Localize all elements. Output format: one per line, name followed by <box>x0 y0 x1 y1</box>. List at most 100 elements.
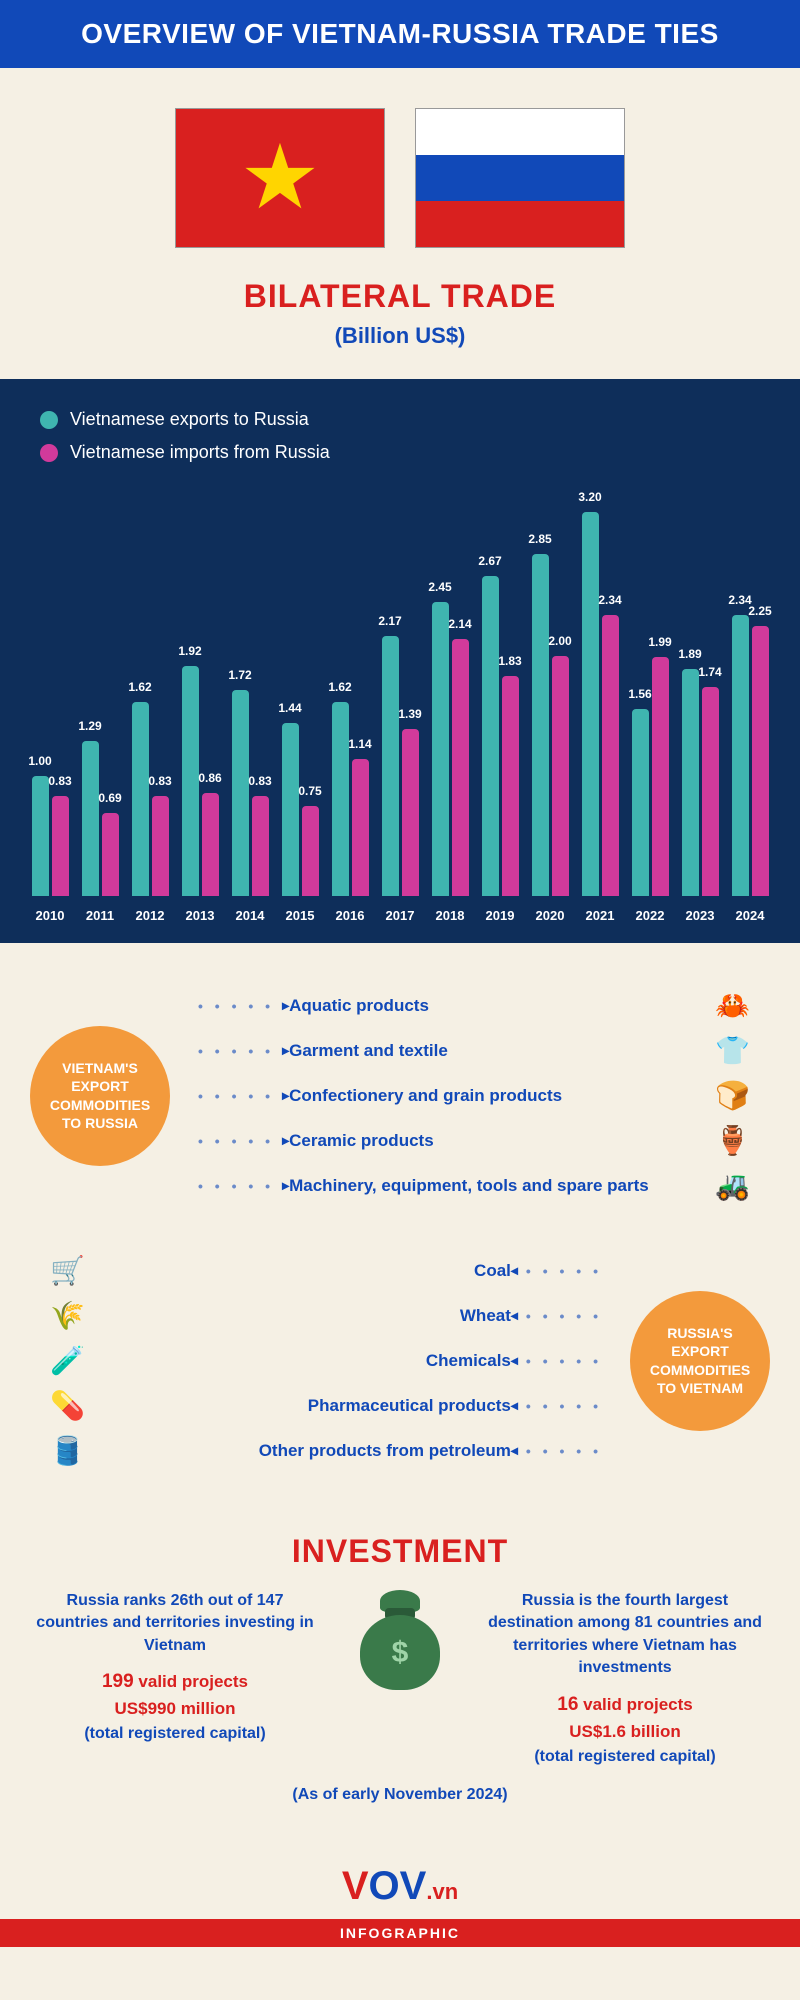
bars-area: 1.00 0.83 2010 1.29 0.69 2011 1.62 0.83 … <box>20 493 780 923</box>
invest-left-projects: 199 valid projects <box>30 1671 320 1693</box>
commodity-item: • • • • •▸Aquatic products🦀 <box>190 983 750 1028</box>
logo-v: V <box>342 1864 369 1908</box>
export-value: 1.72 <box>228 668 251 682</box>
commodity-item: 🧪Chemicals◂• • • • • <box>50 1338 610 1383</box>
chart-legend: Vietnamese exports to Russia Vietnamese i… <box>40 409 780 463</box>
arrow-icon: ◂ <box>511 1442 518 1459</box>
export-bar: 1.44 <box>282 723 299 896</box>
arrow-icon: ◂ <box>511 1397 518 1414</box>
invest-right-capital: US$1.6 billion <box>480 1722 770 1742</box>
commodity-label: Wheat <box>460 1306 511 1326</box>
import-value: 1.83 <box>498 654 521 668</box>
import-bar: 2.14 <box>452 639 469 896</box>
export-value: 1.92 <box>178 644 201 658</box>
star-icon: ★ <box>240 133 321 223</box>
commodity-icon: 🛢️ <box>50 1434 85 1467</box>
export-value: 1.56 <box>628 687 651 701</box>
export-bar: 1.62 <box>132 702 149 896</box>
export-bar: 1.56 <box>632 709 649 896</box>
commodity-item: 🛢️Other products from petroleum◂• • • • … <box>50 1428 610 1473</box>
import-bar: 2.34 <box>602 615 619 896</box>
year-group: 2.17 1.39 2017 <box>376 636 424 923</box>
year-group: 1.92 0.86 2013 <box>176 666 224 923</box>
year-label: 2015 <box>286 908 315 923</box>
ru-export-circle: RUSSIA'S EXPORT COMMODITIES TO VIETNAM <box>630 1291 770 1431</box>
export-value: 2.85 <box>528 532 551 546</box>
export-bar: 3.20 <box>582 512 599 896</box>
invest-left-plabel: valid projects <box>138 1672 248 1691</box>
import-value: 0.75 <box>298 784 321 798</box>
arrow-icon: ▸ <box>282 1087 289 1104</box>
import-value: 1.14 <box>348 737 371 751</box>
commodity-icon: 💊 <box>50 1389 85 1422</box>
year-label: 2022 <box>636 908 665 923</box>
export-value: 2.17 <box>378 614 401 628</box>
invest-left-capital: US$990 million <box>30 1699 320 1719</box>
logo-ov: OV <box>369 1864 427 1908</box>
commodity-icon: 🛒 <box>50 1254 85 1287</box>
year-group: 1.56 1.99 2022 <box>626 657 674 923</box>
investment-columns: Russia ranks 26th out of 147 countries a… <box>30 1590 770 1766</box>
export-bar: 2.85 <box>532 554 549 896</box>
arrow-icon: ▸ <box>282 1177 289 1194</box>
import-bar: 2.00 <box>552 656 569 896</box>
export-bar: 1.29 <box>82 741 99 896</box>
asof-note: (As of early November 2024) <box>30 1786 770 1804</box>
import-bar: 0.83 <box>52 796 69 896</box>
legend-dot-icon <box>40 444 58 462</box>
legend-label: Vietnamese imports from Russia <box>70 442 330 463</box>
footer-label: INFOGRAPHIC <box>0 1919 800 1947</box>
legend-label: Vietnamese exports to Russia <box>70 409 309 430</box>
import-value: 0.83 <box>48 774 71 788</box>
invest-left-desc: Russia ranks 26th out of 147 countries a… <box>30 1590 320 1657</box>
money-bag-icon: $ <box>340 1590 460 1690</box>
year-group: 2.45 2.14 2018 <box>426 602 474 923</box>
year-label: 2024 <box>736 908 765 923</box>
commodity-label: Confectionery and grain products <box>289 1086 562 1106</box>
import-bar: 0.75 <box>302 806 319 896</box>
import-bar: 1.74 <box>702 687 719 896</box>
year-group: 1.29 0.69 2011 <box>76 741 124 923</box>
header-band: OVERVIEW OF VIETNAM-RUSSIA TRADE TIES <box>0 0 800 68</box>
export-value: 1.89 <box>678 647 701 661</box>
year-label: 2016 <box>336 908 365 923</box>
invest-right-projects: 16 valid projects <box>480 1694 770 1716</box>
import-bar: 0.83 <box>252 796 269 896</box>
legend-dot-icon <box>40 411 58 429</box>
legend-item: Vietnamese imports from Russia <box>40 442 780 463</box>
trade-chart: Vietnamese exports to Russia Vietnamese i… <box>0 379 800 943</box>
vn-export-list: • • • • •▸Aquatic products🦀• • • • •▸Gar… <box>170 983 770 1208</box>
commodity-icon: 🦀 <box>715 989 750 1022</box>
export-bar: 2.67 <box>482 576 499 896</box>
export-bar: 2.45 <box>432 602 449 896</box>
year-label: 2018 <box>436 908 465 923</box>
invest-right: Russia is the fourth largest destination… <box>480 1590 770 1766</box>
commodity-label: Ceramic products <box>289 1131 434 1151</box>
arrow-icon: ▸ <box>282 1042 289 1059</box>
export-bar: 1.00 <box>32 776 49 896</box>
arrow-icon: ▸ <box>282 1132 289 1149</box>
import-bar: 1.39 <box>402 729 419 896</box>
commodity-label: Aquatic products <box>289 996 429 1016</box>
flag-russia <box>415 108 625 248</box>
commodity-label: Pharmaceutical products <box>308 1396 511 1416</box>
year-group: 2.85 2.00 2020 <box>526 554 574 923</box>
arrow-icon: ◂ <box>511 1307 518 1324</box>
commodity-icon: 🍞 <box>715 1079 750 1112</box>
commodities-section: VIETNAM'S EXPORT COMMODITIES TO RUSSIA •… <box>0 943 800 1533</box>
import-value: 0.86 <box>198 771 221 785</box>
commodity-icon: 👕 <box>715 1034 750 1067</box>
commodity-icon: 🌾 <box>50 1299 85 1332</box>
legend-item: Vietnamese exports to Russia <box>40 409 780 430</box>
year-label: 2017 <box>386 908 415 923</box>
export-value: 1.00 <box>28 754 51 768</box>
import-bar: 0.83 <box>152 796 169 896</box>
year-label: 2014 <box>236 908 265 923</box>
vietnam-exports-block: VIETNAM'S EXPORT COMMODITIES TO RUSSIA •… <box>30 983 770 1208</box>
import-value: 1.99 <box>648 635 671 649</box>
import-bar: 0.86 <box>202 793 219 896</box>
import-bar: 1.83 <box>502 676 519 896</box>
year-label: 2012 <box>136 908 165 923</box>
year-group: 1.62 0.83 2012 <box>126 702 174 923</box>
import-value: 1.39 <box>398 707 421 721</box>
